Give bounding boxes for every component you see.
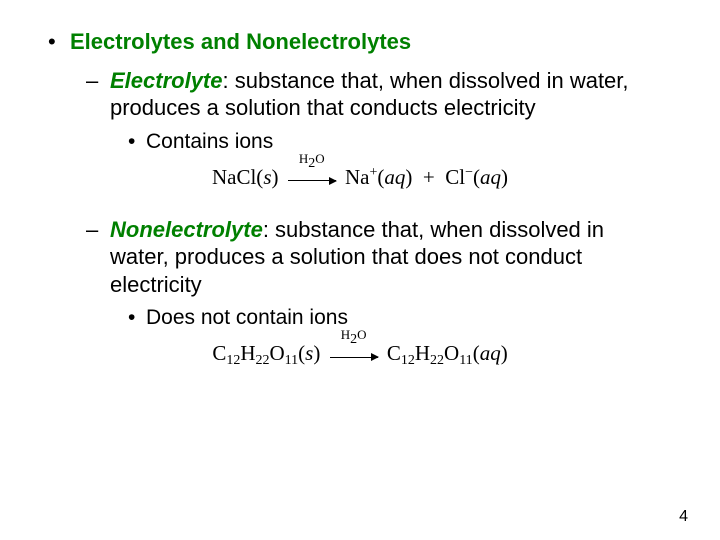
- electrolyte-term: Electrolyte: [110, 68, 223, 93]
- eqn1-rhs: Na+(aq) + Cl−(aq): [345, 165, 508, 189]
- nonelectrolyte-subpoint: Does not contain ions: [146, 304, 680, 331]
- electrolyte-subpoint-text: Contains ions: [146, 130, 273, 153]
- eqn1-arrow: H2O: [288, 167, 336, 192]
- heading-text: Electrolytes and Nonelectrolytes: [70, 29, 411, 54]
- nonelectrolyte-subpoint-text: Does not contain ions: [146, 306, 348, 329]
- nonelectrolyte-definition: Nonelectrolyte: substance that, when dis…: [110, 216, 680, 299]
- eqn2-arrow-label: H2O: [341, 327, 367, 348]
- eqn1-arrow-label: H2O: [299, 151, 325, 172]
- electrolyte-subpoint: Contains ions: [146, 128, 680, 155]
- eqn2-lhs: C12H22O11(s): [212, 341, 320, 365]
- page-number: 4: [679, 508, 688, 526]
- eqn1-lhs: NaCl(s): [212, 165, 279, 189]
- eqn2-arrow: H2O: [330, 343, 378, 368]
- electrolyte-equation: NaCl(s) H2O Na+(aq) + Cl−(aq): [40, 165, 680, 192]
- nonelectrolyte-term: Nonelectrolyte: [110, 217, 263, 242]
- eqn2-rhs: C12H22O11(aq): [387, 341, 508, 365]
- nonelectrolyte-equation: C12H22O11(s) H2O C12H22O11(aq): [40, 341, 680, 369]
- heading-level1: Electrolytes and Nonelectrolytes: [70, 28, 680, 57]
- electrolyte-definition: Electrolyte: substance that, when dissol…: [110, 67, 680, 122]
- slide-body: Electrolytes and Nonelectrolytes Electro…: [0, 0, 720, 540]
